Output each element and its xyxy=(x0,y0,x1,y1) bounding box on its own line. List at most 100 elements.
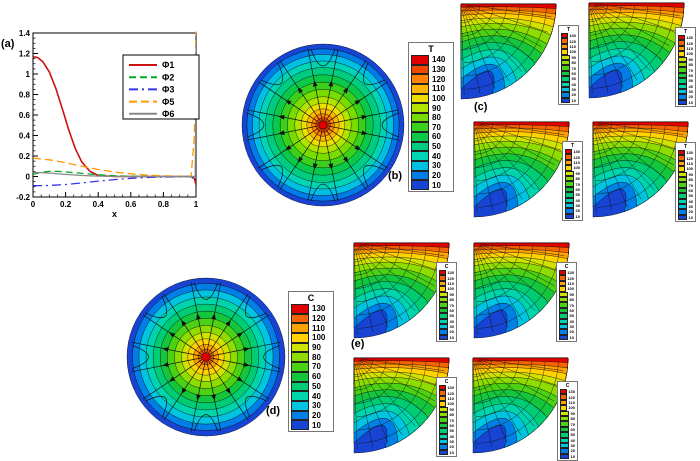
colorbar-swatch xyxy=(411,64,429,75)
colorbar-swatch xyxy=(291,381,309,392)
colorbar-swatch xyxy=(439,286,446,292)
colorbar-scale: 130 120 110 100 90 80 70 60 50 40 30 20 10 xyxy=(678,35,693,106)
colorbar-scale: 130 120 110 100 90 80 70 60 50 40 30 20 10 xyxy=(565,149,580,220)
colorbar-swatch xyxy=(411,55,429,65)
colorbar-swatch xyxy=(411,170,429,181)
flow-arrow-icon xyxy=(278,114,285,120)
colorbar-swatch xyxy=(561,70,570,77)
colorbar-swatch xyxy=(411,161,429,171)
colorbar-value: 20 xyxy=(312,410,321,420)
colorbar-swatch xyxy=(439,417,448,423)
contour-quadrant-e2 xyxy=(473,242,570,339)
colorbar-row: 60 xyxy=(565,186,580,193)
colorbar-swatch xyxy=(678,166,685,172)
colorbar-row: 20 xyxy=(559,329,574,335)
colorbar-value: 80 xyxy=(688,177,693,183)
flow-arrow-icon xyxy=(278,130,285,136)
colorbar-row: 70 xyxy=(560,421,575,427)
colorbar-c4: T 130 120 110 100 90 80 70 60 50 40 30 20 10 xyxy=(675,142,696,222)
colorbar-value: 60 xyxy=(312,372,321,382)
colorbar-row: 120 xyxy=(439,390,454,396)
colorbar-row: 70 xyxy=(439,417,454,423)
colorbar-row: 30 xyxy=(678,88,693,95)
colorbar-value: 10 xyxy=(571,97,576,103)
colorbar-swatch xyxy=(565,165,572,171)
colorbar-row: 100 xyxy=(291,333,331,343)
colorbar-value: 100 xyxy=(568,405,575,411)
colorbar-row: 120 xyxy=(411,74,451,84)
colorbar-row: 90 xyxy=(678,56,693,62)
colorbar-row: 10 xyxy=(565,213,580,220)
colorbar-swatch xyxy=(439,329,448,335)
colorbar-row: 90 xyxy=(439,291,454,297)
svg-text:1.4: 1.4 xyxy=(19,29,31,38)
colorbar-value: 30 xyxy=(688,89,693,95)
colorbar-value: 10 xyxy=(449,449,454,455)
colorbar-row: 40 xyxy=(561,81,576,87)
colorbar-value: 80 xyxy=(432,113,441,123)
colorbar-swatch xyxy=(439,307,448,314)
streamline-mesh xyxy=(353,358,445,450)
colorbar-row: 90 xyxy=(560,410,575,416)
colorbar-row: 120 xyxy=(559,275,574,281)
legend-label: Φ1 xyxy=(162,60,174,70)
colorbar-value: 110 xyxy=(568,399,575,405)
colorbar-row: 20 xyxy=(561,92,576,98)
colorbar-e3: C 130 120 110 100 90 80 70 60 50 40 30 20 10 xyxy=(436,377,457,457)
colorbar-swatch xyxy=(678,214,687,221)
colorbar-value: 30 xyxy=(575,203,580,209)
contour-quadrant-e1 xyxy=(353,242,450,339)
colorbar-value: 80 xyxy=(312,352,321,362)
colorbar-row: 130 xyxy=(439,270,454,276)
colorbar-row: 130 xyxy=(565,149,580,155)
colorbar-value: 10 xyxy=(688,99,693,105)
contour-bands xyxy=(126,277,286,437)
colorbar-row: 120 xyxy=(561,38,576,44)
colorbar-swatch xyxy=(559,307,568,314)
colorbar-value: 100 xyxy=(447,286,454,292)
colorbar-value: 50 xyxy=(312,381,321,391)
colorbar-swatch xyxy=(291,313,309,324)
colorbar-value: 130 xyxy=(568,389,575,395)
flow-arrow-icon xyxy=(328,80,334,87)
colorbar-swatch xyxy=(439,395,447,402)
colorbar-row: 110 xyxy=(678,45,693,52)
colorbar-value: 10 xyxy=(569,334,574,340)
colorbar-swatch xyxy=(439,313,448,319)
legend-label: Φ6 xyxy=(162,109,174,119)
colorbar-row: 50 xyxy=(559,313,574,319)
colorbar-value: 20 xyxy=(569,329,574,335)
colorbar-value: 100 xyxy=(569,49,576,55)
colorbar-value: 90 xyxy=(570,410,575,416)
colorbar-row: 20 xyxy=(560,448,575,454)
colorbar-swatch xyxy=(561,49,568,55)
panel-label-d: (d) xyxy=(266,405,281,417)
flow-arrow-icon xyxy=(342,156,349,163)
colorbar-swatch xyxy=(559,334,568,341)
streamline-mesh xyxy=(473,122,565,214)
colorbar-swatch xyxy=(559,296,568,303)
colorbar-row: 80 xyxy=(559,296,574,303)
colorbar-value: 120 xyxy=(686,155,693,161)
colorbar-value: 110 xyxy=(686,45,693,51)
colorbar-value: 100 xyxy=(686,51,693,57)
flow-arrow-icon xyxy=(297,156,304,163)
colorbar-value: 120 xyxy=(569,38,576,44)
contour-quadrant-c3 xyxy=(473,121,570,218)
colorbar-swatch xyxy=(439,422,448,429)
colorbar-row: 130 xyxy=(560,389,575,395)
colorbar-scale: 130 120 110 100 90 80 70 60 50 40 30 20 10 xyxy=(439,385,454,456)
colorbar-swatch xyxy=(291,342,309,353)
flow-arrow-icon xyxy=(225,319,231,327)
colorbar-row: 110 xyxy=(561,43,576,50)
colorbar-row: 100 xyxy=(559,286,574,292)
colorbar-row: 30 xyxy=(561,86,576,93)
contour-quadrant-c1 xyxy=(460,3,557,100)
colorbar-row: 100 xyxy=(565,165,580,171)
colorbar-title: T xyxy=(683,144,688,150)
colorbar-scale: 140 130 120 110 100 90 80 70 60 50 40 30 20 10 xyxy=(411,55,451,190)
colorbar-row: 60 xyxy=(559,307,574,314)
colorbar-title: T xyxy=(570,143,575,149)
colorbar-row: 90 xyxy=(291,342,331,353)
